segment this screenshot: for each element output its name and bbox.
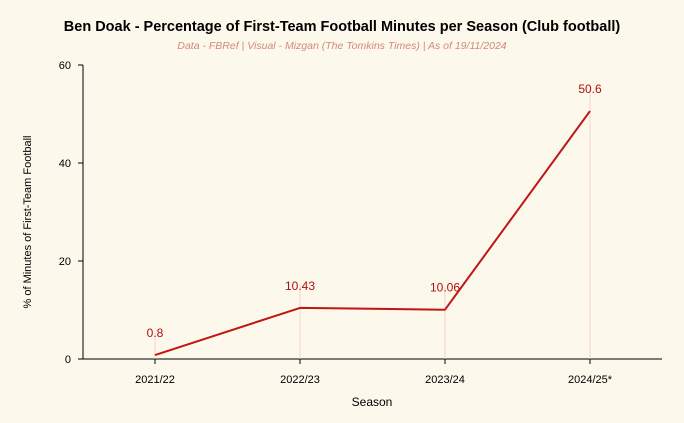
data-labels: 0.8 10.43 10.06 50.6 bbox=[147, 82, 602, 340]
y-tick-label: 60 bbox=[59, 60, 71, 72]
x-axis: 2021/22 2022/23 2023/24 2024/25* bbox=[83, 358, 662, 386]
x-tick-label: 2022/23 bbox=[280, 374, 320, 386]
data-label: 10.43 bbox=[285, 279, 315, 293]
y-tick-label: 0 bbox=[65, 354, 71, 366]
y-axis: 0 20 40 60 bbox=[59, 60, 84, 366]
x-axis-label: Season bbox=[352, 395, 393, 409]
series bbox=[154, 110, 591, 357]
data-label: 10.06 bbox=[430, 281, 460, 295]
data-label: 50.6 bbox=[578, 82, 602, 96]
data-label: 0.8 bbox=[147, 326, 164, 340]
x-tick-label: 2024/25* bbox=[568, 374, 613, 386]
y-axis-label: % of Minutes of First-Team Football bbox=[22, 135, 34, 308]
chart-subtitle: Data - FBRef | Visual - Mizgan (The Tomk… bbox=[177, 40, 506, 52]
x-tick-label: 2023/24 bbox=[425, 374, 465, 386]
drop-lines bbox=[154, 89, 591, 359]
series-line bbox=[154, 110, 591, 357]
x-tick-label: 2021/22 bbox=[135, 374, 175, 386]
chart-title: Ben Doak - Percentage of First-Team Foot… bbox=[64, 19, 621, 35]
y-tick-label: 40 bbox=[59, 158, 71, 170]
y-tick-label: 20 bbox=[59, 256, 71, 268]
